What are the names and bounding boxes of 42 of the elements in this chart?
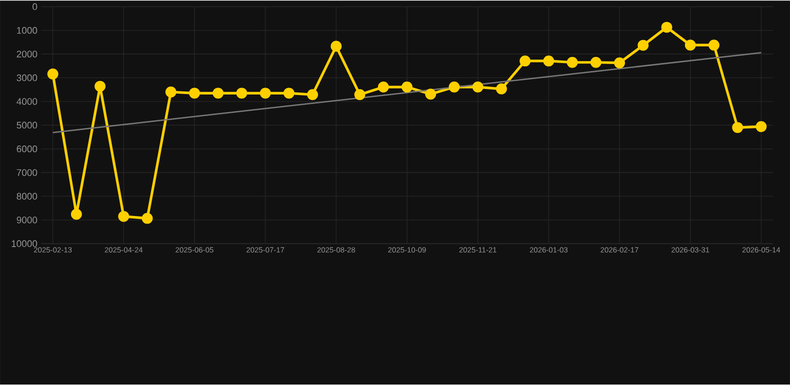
point	[260, 88, 271, 99]
y-tick-label: 8000	[16, 193, 38, 200]
point	[472, 82, 484, 93]
point	[708, 40, 720, 51]
y-tick-label: 4000	[16, 98, 38, 105]
y-tick-label: 10000	[12, 240, 38, 248]
point	[661, 22, 672, 33]
y-tick-label: 7000	[16, 169, 38, 176]
point	[47, 68, 58, 80]
point	[212, 88, 224, 99]
y-tick-label: 5000	[16, 122, 38, 129]
point	[402, 82, 412, 93]
point	[330, 40, 342, 52]
y-tick-label: 3000	[16, 74, 38, 82]
point	[118, 211, 130, 222]
point	[590, 57, 602, 68]
point	[236, 88, 248, 99]
point	[520, 56, 531, 67]
point	[378, 82, 389, 93]
point	[566, 57, 578, 68]
point	[307, 89, 318, 100]
point	[354, 89, 366, 100]
y-tick-label: 0	[32, 3, 38, 10]
y-tick-label: 1000	[17, 27, 38, 34]
y-tick-label: 2000	[16, 50, 38, 58]
point	[543, 56, 554, 67]
point	[732, 122, 744, 134]
point	[684, 40, 696, 51]
y-tick-label: 9000	[16, 216, 38, 224]
point	[94, 80, 106, 92]
point	[496, 84, 507, 95]
point	[638, 40, 649, 51]
point	[70, 208, 82, 220]
point	[189, 88, 200, 99]
point	[614, 58, 625, 68]
point	[283, 88, 294, 99]
point	[165, 86, 176, 98]
point	[448, 82, 460, 93]
point	[142, 212, 153, 224]
y-tick-label: 6000	[16, 146, 38, 152]
point	[425, 88, 436, 100]
point	[756, 121, 767, 132]
